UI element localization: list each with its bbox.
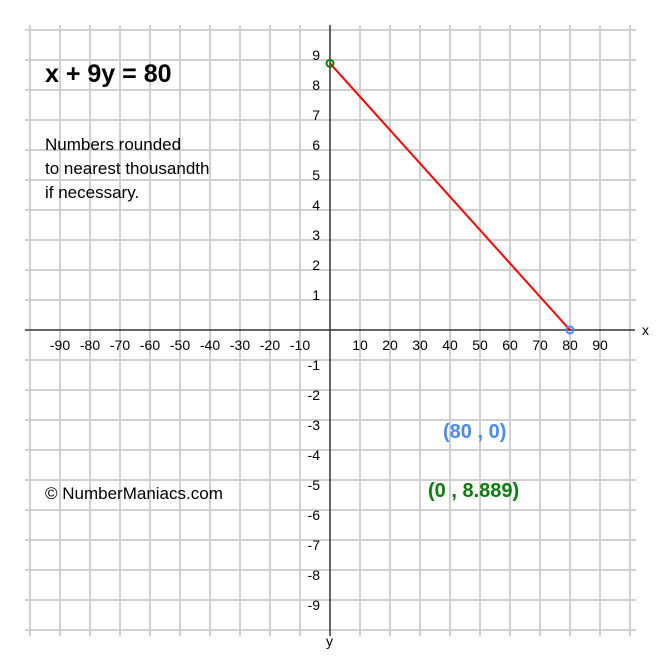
note-line: if necessary. — [45, 183, 140, 202]
note-line: to nearest thousandth — [45, 159, 210, 178]
y-tick-label: 6 — [312, 137, 320, 153]
y-tick-label: -2 — [308, 387, 321, 403]
series — [325, 58, 575, 335]
intercept-marker — [325, 58, 335, 68]
x-tick-label: -60 — [140, 337, 160, 353]
y-axis-label: y — [326, 633, 333, 649]
x-tick-label: -10 — [290, 337, 310, 353]
y-tick-label: -1 — [308, 357, 321, 373]
axes: xy — [25, 25, 649, 649]
y-tick-label: -3 — [308, 417, 321, 433]
note-line: Numbers rounded — [45, 135, 182, 154]
y-intercept-label: (0 , 8.889) — [428, 480, 520, 502]
x-tick-label: -20 — [260, 337, 280, 353]
copyright: © NumberManiacs.com — [45, 484, 223, 503]
x-tick-label: 60 — [502, 337, 518, 353]
x-tick-label: 90 — [592, 337, 608, 353]
x-tick-label: -70 — [110, 337, 130, 353]
x-tick-label: 80 — [562, 337, 578, 353]
x-tick-label: -80 — [80, 337, 100, 353]
x-tick-label: 20 — [382, 337, 398, 353]
tick-labels: -90 -80 -70 -60 -50 -40 -30 -20 -10 10 20 30 40 50 60 7… — [50, 47, 608, 613]
y-tick-label: -4 — [308, 447, 321, 463]
equation-title: x + 9y = 80 — [45, 60, 172, 88]
y-tick-label: 5 — [312, 167, 320, 183]
x-tick-label: 10 — [352, 337, 368, 353]
x-tick-label: -30 — [230, 337, 250, 353]
x-intercept-label: (80 , 0) — [443, 421, 507, 443]
x-tick-label: 50 — [472, 337, 488, 353]
y-tick-label: 1 — [312, 287, 320, 303]
y-tick-label: 9 — [312, 47, 320, 63]
equation-line — [329, 62, 571, 331]
y-tick-label: 7 — [312, 107, 320, 123]
y-tick-label: -7 — [308, 537, 321, 553]
y-tick-label: -8 — [308, 567, 321, 583]
x-tick-label: 70 — [532, 337, 548, 353]
x-tick-label: -90 — [50, 337, 70, 353]
x-tick-label: 40 — [442, 337, 458, 353]
y-tick-label: -9 — [308, 597, 321, 613]
x-tick-label: -40 — [200, 337, 220, 353]
rounding-note: Numbers rounded to nearest thousandth if… — [45, 133, 209, 205]
y-tick-label: 4 — [312, 197, 320, 213]
y-tick-label: -5 — [308, 477, 321, 493]
y-tick-label: 3 — [312, 227, 320, 243]
y-tick-label: 2 — [312, 257, 320, 273]
x-tick-label: -50 — [170, 337, 190, 353]
x-axis-label: x — [642, 322, 649, 338]
y-tick-label: -6 — [308, 507, 321, 523]
intercept-marker — [565, 325, 575, 335]
x-tick-label: 30 — [412, 337, 428, 353]
y-tick-label: 8 — [312, 77, 320, 93]
